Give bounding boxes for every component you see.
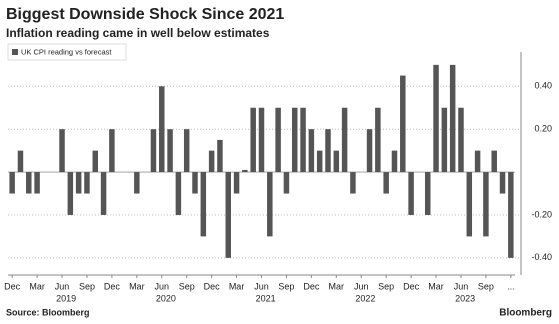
bar xyxy=(341,107,348,173)
x-tick-label: Mar xyxy=(29,281,45,291)
bar xyxy=(458,107,464,173)
bar xyxy=(433,64,439,173)
bar xyxy=(34,172,40,194)
bar xyxy=(242,169,248,173)
bar xyxy=(233,172,240,194)
bar xyxy=(200,172,207,237)
year-label: 2019 xyxy=(56,293,76,303)
bar xyxy=(192,172,198,194)
bar xyxy=(17,150,24,173)
x-tick-label: Sep xyxy=(278,281,294,291)
bar xyxy=(499,172,506,194)
bar xyxy=(316,150,323,173)
bar xyxy=(175,172,182,215)
bar xyxy=(67,172,74,215)
bar xyxy=(391,150,398,173)
bar xyxy=(408,172,414,215)
x-tick-label: Dec xyxy=(403,281,420,291)
bar xyxy=(267,172,273,237)
bar xyxy=(9,172,15,194)
bar xyxy=(84,172,90,194)
bar xyxy=(466,172,473,237)
bar xyxy=(150,129,157,173)
bar xyxy=(134,172,140,194)
x-tick-label: Jun xyxy=(155,281,170,291)
x-tick-label: ... xyxy=(507,281,515,291)
bar xyxy=(325,129,331,173)
x-tick-label: Sep xyxy=(79,281,95,291)
year-label: 2023 xyxy=(455,293,475,303)
bar xyxy=(449,64,456,173)
y-tick-label: -0.40 xyxy=(531,252,552,262)
bar xyxy=(183,129,190,173)
bar xyxy=(250,107,256,173)
bar xyxy=(92,150,99,173)
x-tick-label: Dec xyxy=(4,281,21,291)
bar xyxy=(366,129,373,173)
bar xyxy=(441,107,448,173)
bar xyxy=(375,107,381,173)
y-tick-label: 0.20 xyxy=(534,124,552,134)
bar xyxy=(217,139,223,173)
bar xyxy=(383,172,389,194)
source: Source: Bloomberg xyxy=(6,307,90,317)
x-tick-label: Jun xyxy=(354,281,369,291)
legend-swatch xyxy=(12,49,18,55)
bar xyxy=(225,172,231,258)
bar xyxy=(292,107,298,173)
legend-label: UK CPI reading vs forecast xyxy=(21,47,112,56)
y-tick-label: 0.40 xyxy=(534,81,552,91)
brand: Bloomberg xyxy=(499,308,552,319)
bar xyxy=(159,86,165,173)
x-tick-label: Sep xyxy=(378,281,394,291)
bar xyxy=(75,172,82,194)
bar xyxy=(167,129,173,173)
year-label: 2022 xyxy=(355,293,375,303)
bar xyxy=(424,172,431,215)
bar xyxy=(100,172,107,215)
x-tick-label: Sep xyxy=(478,281,494,291)
bar xyxy=(208,150,215,173)
chart-subtitle: Inflation reading came in well below est… xyxy=(6,26,270,40)
x-tick-label: Mar xyxy=(428,281,444,291)
legend-box xyxy=(7,43,127,61)
bar xyxy=(283,172,290,194)
bar xyxy=(308,129,315,173)
x-tick-label: Jun xyxy=(55,281,70,291)
x-tick-label: Sep xyxy=(179,281,195,291)
bar xyxy=(474,150,481,173)
bar xyxy=(350,172,356,194)
x-tick-label: Dec xyxy=(104,281,121,291)
y-tick-label: -0.20 xyxy=(531,209,552,219)
bar xyxy=(109,129,115,173)
x-tick-label: Dec xyxy=(204,281,221,291)
bar xyxy=(26,172,32,194)
x-tick-label: Mar xyxy=(329,281,345,291)
x-tick-label: Jun xyxy=(254,281,269,291)
bar xyxy=(59,129,65,173)
year-label: 2020 xyxy=(156,293,176,303)
x-tick-label: Jun xyxy=(454,281,469,291)
bar xyxy=(400,75,406,173)
bar xyxy=(300,107,306,173)
x-tick-label: Mar xyxy=(229,281,245,291)
bar xyxy=(258,107,265,173)
x-tick-label: Dec xyxy=(303,281,320,291)
bar xyxy=(491,150,497,173)
year-label: 2021 xyxy=(256,293,276,303)
bar xyxy=(508,172,514,258)
x-tick-label: Mar xyxy=(129,281,145,291)
bar xyxy=(483,172,489,237)
bar xyxy=(275,107,281,173)
chart-title: Biggest Downside Shock Since 2021 xyxy=(6,6,284,23)
bar xyxy=(333,150,340,173)
